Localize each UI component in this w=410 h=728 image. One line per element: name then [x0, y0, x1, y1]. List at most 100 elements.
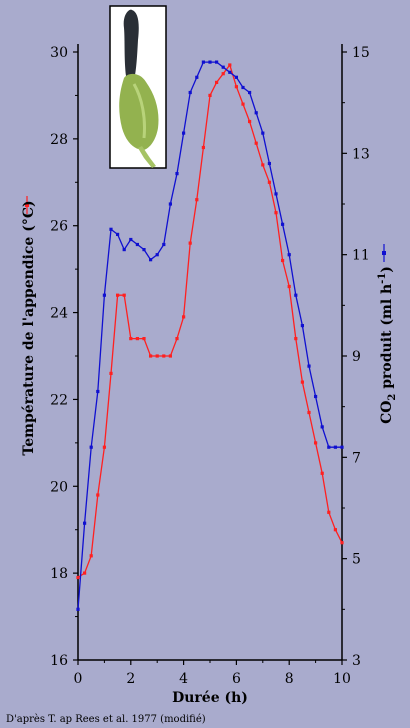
x-tick-label: 2 [126, 671, 135, 687]
co2-data-point [201, 60, 205, 64]
y-right-tick-label: 13 [352, 146, 370, 162]
y-right-tick-label: 5 [352, 552, 361, 568]
temperature-data-point [175, 337, 179, 341]
co2-data-point [281, 222, 285, 226]
temperature-data-point [333, 528, 337, 532]
co2-data-point [122, 248, 126, 252]
co2-data-point [83, 521, 87, 525]
x-tick-label: 8 [285, 671, 294, 687]
co2-data-point [208, 60, 212, 64]
temperature-data-point [142, 337, 146, 341]
temperature-data-point [267, 180, 271, 184]
temperature-data-point [155, 354, 159, 358]
y-left-tick-label: 20 [50, 479, 68, 495]
co2-data-point [195, 75, 199, 79]
temperature-data-point [116, 293, 120, 297]
temperature-data-point [135, 337, 139, 341]
co2-data-point [96, 389, 100, 394]
co2-data-point [188, 90, 192, 95]
temperature-data-point [201, 145, 205, 150]
co2-data-point [327, 445, 331, 449]
co2-data-point [109, 227, 113, 231]
x-tick-label: 4 [179, 671, 188, 687]
temperature-data-point [300, 380, 304, 384]
x-tick-label: 6 [232, 671, 241, 687]
temperature-data-point [287, 284, 291, 289]
y-left-tick-label: 28 [50, 132, 68, 148]
temperature-data-point [122, 293, 126, 297]
temperature-data-point [76, 575, 80, 580]
co2-data-point [129, 237, 133, 242]
temperature-data-point [188, 241, 192, 245]
temperature-data-point [234, 85, 238, 89]
temperature-data-point [221, 72, 225, 76]
y-left-tick-label: 24 [50, 306, 68, 322]
y-axis-left-title: Température de l'appendice (°C) [21, 200, 37, 455]
temperature-data-point [327, 510, 331, 514]
temperature-data-point [294, 337, 298, 341]
temperature-data-point [248, 119, 252, 124]
y-left-tick-label: 16 [50, 653, 68, 669]
temperature-data-point [168, 354, 172, 358]
co2-data-point [155, 253, 159, 257]
y-left-tick-label: 26 [50, 219, 68, 235]
data-series [76, 60, 344, 611]
y-right-title-subscript: 2 [387, 394, 398, 401]
co2-data-point [182, 131, 186, 135]
temperature-data-point [307, 410, 311, 415]
temperature-data-point [314, 441, 318, 445]
co2-data-point [162, 242, 166, 247]
co2-data-point [89, 445, 93, 449]
temperature-data-point [254, 141, 258, 145]
co2-data-point [234, 75, 238, 79]
co2-data-point [248, 90, 252, 95]
x-tick-label: 10 [333, 671, 351, 687]
y-right-tick-label: 15 [352, 45, 370, 61]
co2-data-point [149, 258, 153, 262]
co2-data-point [314, 394, 318, 399]
y-left-tick-label: 22 [50, 392, 68, 408]
co2-data-point [142, 248, 146, 252]
co2-data-point [168, 202, 172, 206]
co2-data-point [116, 232, 120, 236]
co2-data-point [102, 293, 106, 297]
co2-data-point [267, 161, 271, 166]
y-right-title-part-1: CO [379, 401, 395, 424]
co2-data-point [307, 364, 311, 368]
x-axis-title: Durée (h) [172, 690, 248, 706]
co2-data-point [135, 242, 139, 247]
co2-data-point [254, 111, 258, 115]
temperature-data-point [149, 354, 153, 358]
y-right-title-part-2: produit (ml h [379, 284, 395, 394]
co2-data-point [261, 131, 265, 135]
y-left-tick-label: 18 [50, 566, 68, 582]
co2-data-point [294, 293, 298, 297]
co2-data-point [300, 324, 304, 328]
temperature-data-point [320, 471, 324, 475]
temperature-data-point [340, 541, 344, 545]
co2-data-point [333, 445, 337, 449]
y-axis-right-title: CO2 produit (ml h-1) [377, 266, 398, 424]
co2-data-point [221, 65, 225, 69]
co2-data-point [287, 253, 291, 257]
appendix-photo [109, 5, 167, 169]
temperature-data-point [228, 63, 232, 67]
temperature-data-point [83, 571, 87, 575]
temperature-data-point [208, 93, 212, 97]
co2-data-point [340, 445, 344, 449]
temperature-data-point [89, 554, 93, 558]
y-right-tick-label: 7 [352, 450, 361, 466]
temperature-data-point [274, 211, 278, 215]
y-right-tick-label: 11 [352, 248, 370, 264]
temperature-data-point [162, 354, 166, 358]
y-right-title-superscript: -1 [377, 273, 388, 284]
legend-co2-marker [382, 244, 386, 262]
temperature-data-point [102, 445, 106, 449]
legend-temperature-marker [25, 196, 29, 214]
co2-data-point [320, 425, 324, 429]
y-right-title-part-3: ) [379, 266, 395, 273]
source-credit: D'après T. ap Rees et al. 1977 (modifié) [6, 714, 206, 725]
